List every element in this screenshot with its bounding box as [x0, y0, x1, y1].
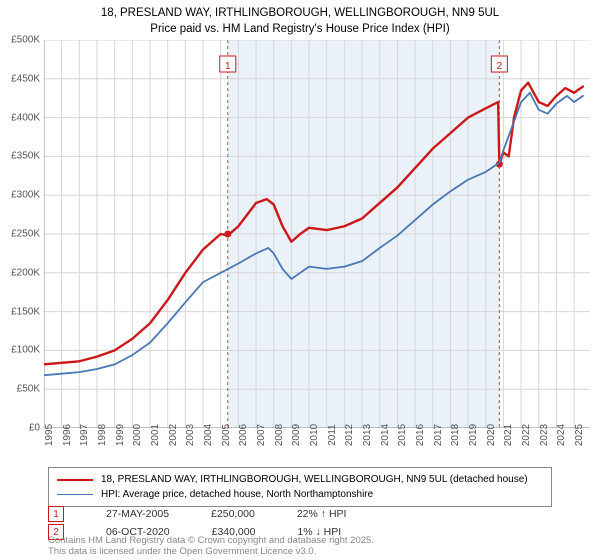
sale-delta-1: 22% ↑ HPI	[297, 508, 347, 520]
title-line-2: Price paid vs. HM Land Registry's House …	[150, 23, 449, 35]
chart-svg: 12	[44, 40, 590, 428]
y-tick-label: £0	[29, 423, 40, 434]
x-tick-label: 2005	[221, 424, 232, 446]
y-tick-label: £500K	[11, 35, 40, 46]
x-tick-label: 1997	[79, 424, 90, 446]
legend-swatch-1	[57, 479, 93, 481]
legend-swatch-2	[57, 494, 93, 495]
y-tick-label: £150K	[11, 306, 40, 317]
legend-label-1: 18, PRESLAND WAY, IRTHLINGBOROUGH, WELLI…	[101, 474, 528, 485]
x-tick-label: 2025	[574, 424, 585, 446]
x-tick-label: 1996	[62, 424, 73, 446]
x-tick-label: 2015	[397, 424, 408, 446]
x-tick-label: 2001	[150, 424, 161, 446]
sale-price-1: £250,000	[211, 508, 255, 520]
x-tick-label: 2000	[132, 424, 143, 446]
x-tick-label: 2003	[185, 424, 196, 446]
x-tick-label: 2018	[450, 424, 461, 446]
footer-attribution: Contains HM Land Registry data © Crown c…	[48, 535, 374, 557]
x-tick-label: 2024	[556, 424, 567, 446]
footer-line-1: Contains HM Land Registry data © Crown c…	[48, 535, 374, 546]
y-tick-label: £450K	[11, 73, 40, 84]
x-tick-label: 2013	[362, 424, 373, 446]
title-line-1: 18, PRESLAND WAY, IRTHLINGBOROUGH, WELLI…	[101, 7, 499, 19]
legend-row-series-1: 18, PRESLAND WAY, IRTHLINGBOROUGH, WELLI…	[57, 472, 543, 487]
x-tick-label: 2021	[503, 424, 514, 446]
chart-title: 18, PRESLAND WAY, IRTHLINGBOROUGH, WELLI…	[0, 0, 600, 37]
y-tick-label: £250K	[11, 229, 40, 240]
x-tick-label: 2002	[168, 424, 179, 446]
x-tick-label: 2008	[274, 424, 285, 446]
x-tick-label: 2006	[238, 424, 249, 446]
svg-text:1: 1	[225, 61, 231, 72]
legend: 18, PRESLAND WAY, IRTHLINGBOROUGH, WELLI…	[48, 467, 552, 507]
y-tick-label: £400K	[11, 112, 40, 123]
y-tick-label: £50K	[17, 384, 40, 395]
x-tick-label: 1998	[97, 424, 108, 446]
x-tick-label: 2011	[327, 424, 338, 446]
marker-badge-1: 1	[48, 506, 64, 522]
x-tick-label: 2022	[521, 424, 532, 446]
x-tick-label: 2017	[433, 424, 444, 446]
x-tick-label: 1999	[115, 424, 126, 446]
x-tick-label: 2012	[344, 424, 355, 446]
legend-row-series-2: HPI: Average price, detached house, Nort…	[57, 487, 543, 502]
x-tick-label: 2004	[203, 424, 214, 446]
x-tick-label: 2019	[468, 424, 479, 446]
x-tick-label: 2016	[415, 424, 426, 446]
legend-label-2: HPI: Average price, detached house, Nort…	[101, 489, 373, 500]
sale-date-1: 27-MAY-2005	[106, 508, 169, 520]
sale-row-1: 1 27-MAY-2005 £250,000 22% ↑ HPI	[48, 506, 346, 522]
y-tick-label: £350K	[11, 151, 40, 162]
y-tick-label: £100K	[11, 345, 40, 356]
y-tick-label: £200K	[11, 267, 40, 278]
svg-text:2: 2	[497, 61, 503, 72]
x-tick-label: 2014	[380, 424, 391, 446]
x-tick-label: 2009	[291, 424, 302, 446]
x-tick-label: 2020	[486, 424, 497, 446]
x-tick-label: 2010	[309, 424, 320, 446]
x-tick-label: 1995	[44, 424, 55, 446]
x-tick-label: 2007	[256, 424, 267, 446]
chart-area: 12 £0£50K£100K£150K£200K£250K£300K£350K£…	[44, 40, 590, 428]
footer-line-2: This data is licensed under the Open Gov…	[48, 546, 316, 557]
x-tick-label: 2023	[539, 424, 550, 446]
y-tick-label: £300K	[11, 190, 40, 201]
